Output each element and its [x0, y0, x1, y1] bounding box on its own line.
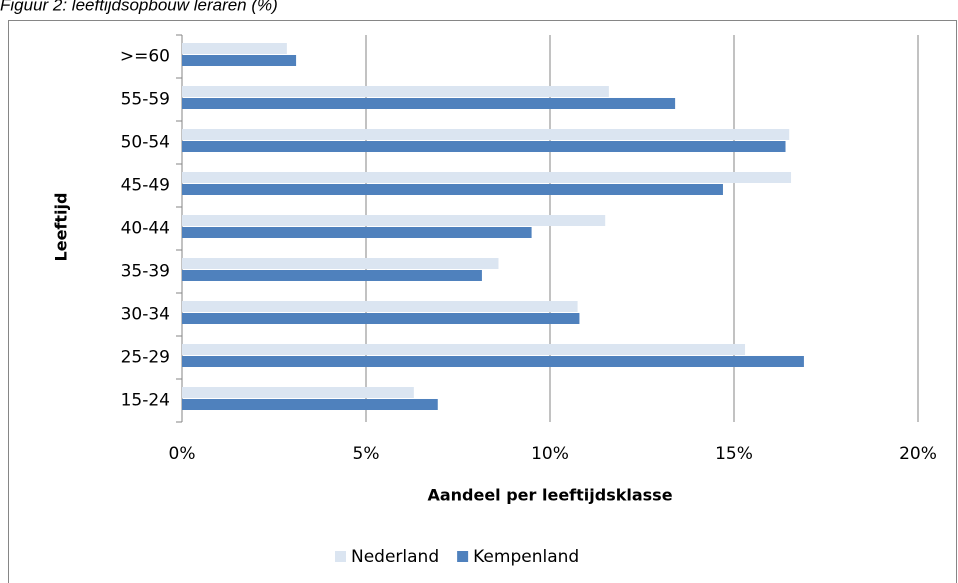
x-tick-label: 0%: [169, 444, 196, 464]
x-tick-label: 20%: [899, 444, 937, 464]
bar: [182, 227, 532, 238]
chart-title: Figuur 2: leeftijdsopbouw leraren (%): [0, 0, 278, 14]
bar: [182, 356, 804, 367]
bar: [182, 172, 792, 183]
legend-label: Kempenland: [473, 547, 579, 567]
y-tick-label: 35-39: [121, 262, 170, 282]
bar: [182, 399, 438, 410]
bar: [182, 387, 414, 398]
x-axis-title: Aandeel per leeftijdsklasse: [427, 486, 672, 505]
bar: [182, 129, 790, 140]
y-tick-label: 30-34: [121, 305, 170, 325]
y-tick-label: 50-54: [121, 133, 170, 153]
y-tick-label: 15-24: [121, 391, 170, 411]
bar: [182, 301, 578, 312]
y-tick-label: >=60: [120, 47, 170, 67]
bar: [182, 86, 609, 97]
bar: [182, 141, 786, 152]
bar: [182, 184, 723, 195]
x-tick-label: 5%: [353, 444, 380, 464]
x-tick-label: 15%: [715, 444, 753, 464]
bar: [182, 215, 606, 226]
y-axis-title: Leeftijd: [52, 193, 71, 262]
bar: [182, 55, 297, 66]
bar: [182, 270, 482, 281]
y-tick-label: 25-29: [121, 348, 170, 368]
legend-label: Nederland: [351, 547, 439, 567]
y-tick-label: 40-44: [121, 219, 170, 239]
bar: [182, 43, 287, 54]
bar: [182, 313, 580, 324]
bar: [182, 98, 676, 109]
y-tick-label: 55-59: [121, 90, 170, 110]
legend-swatch: [457, 551, 469, 562]
bar: [182, 258, 499, 269]
y-tick-label: 45-49: [121, 176, 170, 196]
bar: [182, 344, 746, 355]
legend-swatch: [335, 551, 346, 562]
x-tick-label: 10%: [531, 444, 569, 464]
